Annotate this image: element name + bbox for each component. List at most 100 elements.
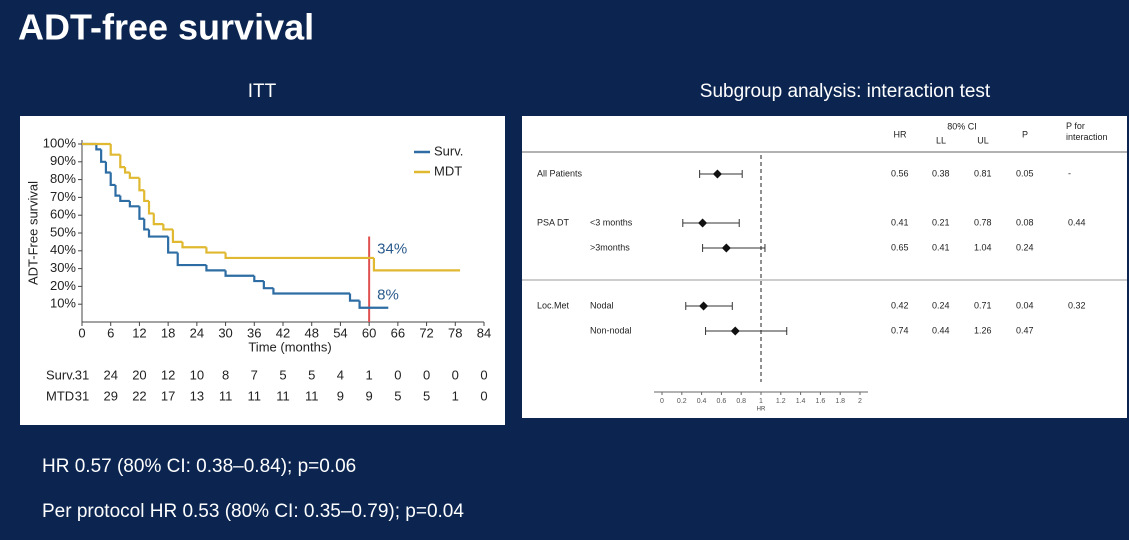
table-cell: 0.38 [932, 168, 950, 178]
x-tick-label: 1.2 [776, 398, 786, 405]
x-tick-label: 78 [448, 325, 462, 340]
hr-point [699, 301, 709, 311]
survival-step [181, 241, 207, 249]
table-cell: 0.04 [1016, 300, 1034, 310]
table-cell: 0.81 [974, 168, 992, 178]
table-cell: 0.21 [932, 217, 950, 227]
risk-count: 29 [103, 388, 117, 403]
table-cell: 0.44 [932, 325, 950, 335]
row-group: Loc.Met [537, 300, 570, 310]
x-tick-label: 54 [333, 325, 347, 340]
y-tick-label: 50% [50, 224, 76, 239]
risk-count: 5 [394, 388, 401, 403]
table-cell: 1.26 [974, 325, 992, 335]
survival-step [138, 177, 145, 192]
risk-count: 9 [337, 388, 344, 403]
note: HR 0.57 (80% CI: 0.38–0.84); p=0.06 [42, 456, 356, 477]
survival-step [128, 172, 140, 179]
y-tick-label: 90% [50, 153, 76, 168]
table-cell: 0.44 [1068, 217, 1086, 227]
x-tick-label: 1.6 [816, 398, 826, 405]
survival-step [119, 195, 130, 203]
risk-count: 11 [276, 388, 290, 403]
x-tick-label: 66 [391, 325, 405, 340]
survival-step [95, 144, 102, 151]
table-cell: 1.04 [974, 242, 992, 252]
survival-step [114, 184, 121, 197]
table-cell: 0.32 [1068, 300, 1086, 310]
table-cell: 0.41 [932, 242, 950, 252]
panel-heading: Subgroup analysis: interaction test [700, 81, 991, 102]
survival-step [147, 229, 169, 238]
x-tick-label: 0.6 [717, 398, 727, 405]
table-cell: 0.42 [891, 300, 909, 310]
survival-step [348, 293, 360, 302]
survival-step [104, 161, 111, 174]
x-tick-label: 72 [419, 325, 433, 340]
x-tick-label: 1 [759, 398, 763, 405]
survival-step [171, 229, 183, 243]
x-tick-label: 0 [78, 325, 85, 340]
table-cell: 0.24 [1016, 242, 1034, 252]
risk-count: 4 [337, 367, 344, 382]
x-tick-label: 6 [107, 325, 114, 340]
risk-count: 1 [366, 367, 373, 382]
table-cell: 0.41 [891, 217, 909, 227]
risk-row-label: Surv. [46, 367, 75, 382]
x-tick-label: 84 [477, 325, 491, 340]
column-header: UL [977, 135, 989, 145]
x-tick-label: 30 [218, 325, 232, 340]
x-tick-label: 18 [161, 325, 175, 340]
y-axis-label: ADT-Free survival [25, 181, 40, 285]
annotation: 34% [377, 240, 407, 257]
risk-count: 22 [132, 388, 146, 403]
x-tick-label: 1.4 [796, 398, 806, 405]
risk-count: 12 [161, 367, 175, 382]
x-tick-label: 2 [858, 398, 862, 405]
x-tick-label: 42 [276, 325, 290, 340]
risk-count: 5 [308, 367, 315, 382]
y-tick-label: 20% [50, 278, 76, 293]
risk-count: 0 [394, 367, 401, 382]
survival-step [262, 281, 274, 290]
x-tick-label: 48 [304, 325, 318, 340]
legend-label: MDT [434, 163, 462, 178]
risk-count: 31 [75, 388, 89, 403]
y-tick-label: 30% [50, 260, 76, 275]
risk-count: 0 [480, 388, 487, 403]
y-tick-label: 40% [50, 242, 76, 257]
row-group: All Patients [537, 168, 583, 178]
risk-count: 8 [222, 367, 229, 382]
table-cell: 0.78 [974, 217, 992, 227]
survival-step [147, 200, 154, 215]
row-group: PSA DT [537, 217, 570, 227]
survival-step [205, 265, 226, 272]
column-header: LL [936, 135, 946, 145]
annotation: 8% [377, 287, 399, 304]
x-axis-label: HR [757, 407, 766, 413]
x-tick-label: 12 [132, 325, 146, 340]
y-tick-label: 80% [50, 171, 76, 186]
table-cell: 0.74 [891, 325, 909, 335]
hr-point [712, 169, 722, 179]
risk-count: 10 [190, 367, 204, 382]
survival-step [253, 275, 264, 283]
hr-point [698, 218, 708, 228]
survival-step [167, 236, 178, 254]
survival-step [205, 247, 226, 254]
x-tick-label: 36 [247, 325, 261, 340]
survival-step [176, 252, 207, 267]
risk-count: 11 [248, 388, 262, 403]
y-tick-label: 60% [50, 207, 76, 222]
column-header: 80% CI [947, 121, 977, 131]
survival-step [272, 288, 350, 295]
hr-point [730, 326, 740, 336]
column-header-box: P for interaction [1066, 121, 1108, 142]
survival-step [358, 300, 389, 309]
risk-count: 11 [219, 388, 233, 403]
survival-step [152, 213, 164, 226]
hr-point [721, 243, 731, 253]
risk-count: 13 [190, 388, 204, 403]
survival-step [143, 218, 149, 231]
